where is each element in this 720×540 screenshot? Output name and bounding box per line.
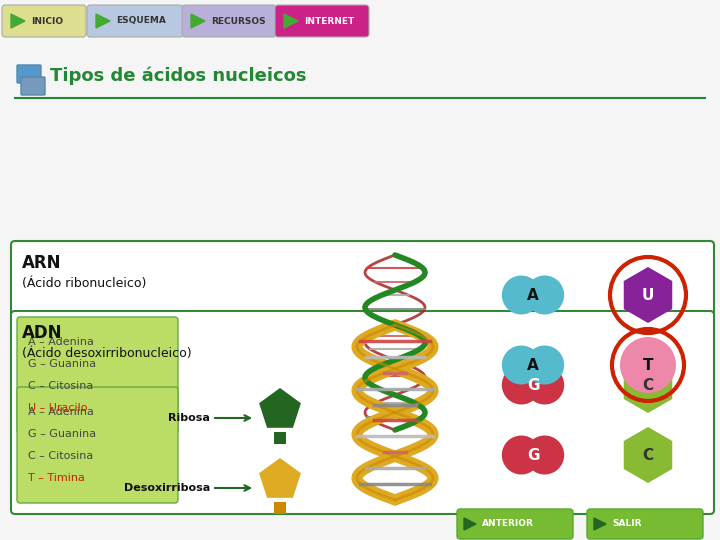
Circle shape xyxy=(620,337,676,393)
FancyBboxPatch shape xyxy=(2,5,86,37)
Text: ANTERIOR: ANTERIOR xyxy=(482,519,534,529)
Text: T: T xyxy=(643,357,653,373)
Polygon shape xyxy=(274,502,286,514)
FancyBboxPatch shape xyxy=(17,317,178,433)
Text: C: C xyxy=(642,377,654,393)
FancyBboxPatch shape xyxy=(11,311,714,514)
Text: C – Citosina: C – Citosina xyxy=(28,451,94,461)
Text: SALIR: SALIR xyxy=(612,519,642,529)
Text: U: U xyxy=(642,287,654,302)
FancyBboxPatch shape xyxy=(11,241,714,444)
Text: U – Uracilo: U – Uracilo xyxy=(28,403,88,413)
Polygon shape xyxy=(284,14,298,28)
Text: G – Guanina: G – Guanina xyxy=(28,359,96,369)
FancyBboxPatch shape xyxy=(17,387,178,503)
Text: RECURSOS: RECURSOS xyxy=(211,17,266,25)
Polygon shape xyxy=(624,427,672,483)
FancyBboxPatch shape xyxy=(17,65,41,83)
Text: C – Citosina: C – Citosina xyxy=(28,381,94,391)
Polygon shape xyxy=(594,518,606,530)
Circle shape xyxy=(525,275,564,314)
Text: Tipos de ácidos nucleicos: Tipos de ácidos nucleicos xyxy=(50,67,307,85)
Polygon shape xyxy=(259,458,301,498)
Text: (Ácido desoxirribonucleico): (Ácido desoxirribonucleico) xyxy=(22,347,192,360)
Circle shape xyxy=(525,346,564,384)
Circle shape xyxy=(502,366,541,404)
Circle shape xyxy=(525,435,564,475)
Circle shape xyxy=(502,275,541,314)
Text: Ribosa: Ribosa xyxy=(168,413,210,423)
Text: C: C xyxy=(642,448,654,462)
Text: G – Guanina: G – Guanina xyxy=(28,429,96,439)
Text: T – Timina: T – Timina xyxy=(28,473,85,483)
Polygon shape xyxy=(274,432,286,444)
Polygon shape xyxy=(96,14,110,28)
Text: Desoxirribosa: Desoxirribosa xyxy=(124,483,210,493)
FancyBboxPatch shape xyxy=(21,77,45,95)
Text: INTERNET: INTERNET xyxy=(304,17,354,25)
Polygon shape xyxy=(259,388,301,428)
Polygon shape xyxy=(191,14,205,28)
FancyBboxPatch shape xyxy=(457,509,573,539)
Text: A: A xyxy=(527,357,539,373)
Text: A – Adenina: A – Adenina xyxy=(28,337,94,347)
Polygon shape xyxy=(11,14,25,28)
Text: G: G xyxy=(527,448,539,462)
Text: INICIO: INICIO xyxy=(31,17,63,25)
Polygon shape xyxy=(624,267,672,323)
Text: A: A xyxy=(527,287,539,302)
FancyBboxPatch shape xyxy=(275,5,369,37)
Text: G: G xyxy=(527,377,539,393)
FancyBboxPatch shape xyxy=(87,5,183,37)
FancyBboxPatch shape xyxy=(587,509,703,539)
Text: A – Adenina: A – Adenina xyxy=(28,407,94,417)
Polygon shape xyxy=(624,357,672,413)
Circle shape xyxy=(502,346,541,384)
Text: ADN: ADN xyxy=(22,324,63,342)
Text: ESQUEMA: ESQUEMA xyxy=(116,17,166,25)
Circle shape xyxy=(502,435,541,475)
Text: (Ácido ribonucleico): (Ácido ribonucleico) xyxy=(22,276,146,289)
Text: ARN: ARN xyxy=(22,254,61,272)
Polygon shape xyxy=(464,518,476,530)
FancyBboxPatch shape xyxy=(182,5,276,37)
Circle shape xyxy=(525,366,564,404)
